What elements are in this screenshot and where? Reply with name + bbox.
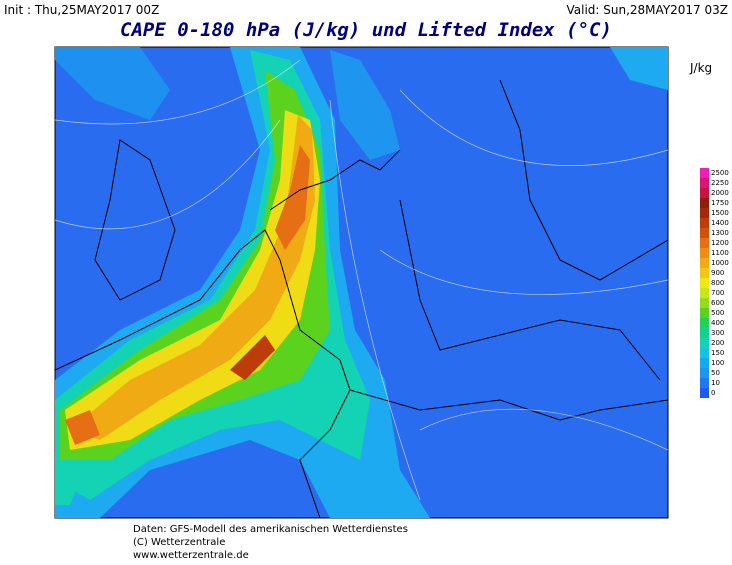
scale-swatch	[700, 358, 709, 368]
scale-label: 0	[711, 389, 715, 397]
scale-swatch	[700, 228, 709, 238]
scale-label: 50	[711, 369, 720, 377]
map	[54, 46, 669, 519]
scale-swatch	[700, 318, 709, 328]
scale-swatch	[700, 198, 709, 208]
scale-label: 1500	[711, 209, 729, 217]
scale-swatch	[700, 388, 709, 398]
scale-label: 100	[711, 359, 724, 367]
scale-swatch	[700, 208, 709, 218]
footer-line: Daten: GFS-Modell des amerikanischen Wet…	[133, 524, 408, 535]
scale-label: 300	[711, 329, 724, 337]
scale-swatch	[700, 348, 709, 358]
scale-label: 700	[711, 289, 724, 297]
scale-label: 1300	[711, 229, 729, 237]
scale-label: 500	[711, 309, 724, 317]
scale-label: 1750	[711, 199, 729, 207]
scale-swatch	[700, 168, 709, 178]
init-time: Init : Thu,25MAY2017 00Z	[4, 3, 159, 17]
scale-swatch	[700, 238, 709, 248]
footer-line: www.wetterzentrale.de	[133, 550, 249, 561]
scale-swatch	[700, 328, 709, 338]
scale-label: 400	[711, 319, 724, 327]
scale-label: 800	[711, 279, 724, 287]
scale-swatch	[700, 378, 709, 388]
scale-label: 1200	[711, 239, 729, 247]
scale-label: 1000	[711, 259, 729, 267]
color-scale: 0 10 50 100 150 200 300 400 500 600 700 800 900 1000 1…	[700, 168, 729, 398]
scale-label: 600	[711, 299, 724, 307]
scale-swatch	[700, 218, 709, 228]
scale-label: 150	[711, 349, 724, 357]
scale-label: 2500	[711, 169, 729, 177]
scale-swatch	[700, 188, 709, 198]
scale-label: 1100	[711, 249, 729, 257]
scale-label: 900	[711, 269, 724, 277]
scale-swatch	[700, 338, 709, 348]
scale-swatch	[700, 258, 709, 268]
scale-label: 10	[711, 379, 720, 387]
footer-line: (C) Wetterzentrale	[133, 537, 225, 548]
scale-label: 1400	[711, 219, 729, 227]
scale-swatch	[700, 308, 709, 318]
legend-unit: J/kg	[689, 61, 712, 75]
scale-swatch	[700, 288, 709, 298]
title: CAPE 0-180 hPa (J/kg) und Lifted Index (…	[120, 19, 612, 41]
scale-swatch	[700, 178, 709, 188]
scale-swatch	[700, 298, 709, 308]
scale-label: 200	[711, 339, 724, 347]
scale-swatch	[700, 368, 709, 378]
scale-swatch	[700, 278, 709, 288]
scale-label: 2250	[711, 179, 729, 187]
valid-time: Valid: Sun,28MAY2017 03Z	[567, 3, 729, 17]
scale-swatch	[700, 248, 709, 258]
scale-swatch	[700, 268, 709, 278]
scale-label: 2000	[711, 189, 729, 197]
